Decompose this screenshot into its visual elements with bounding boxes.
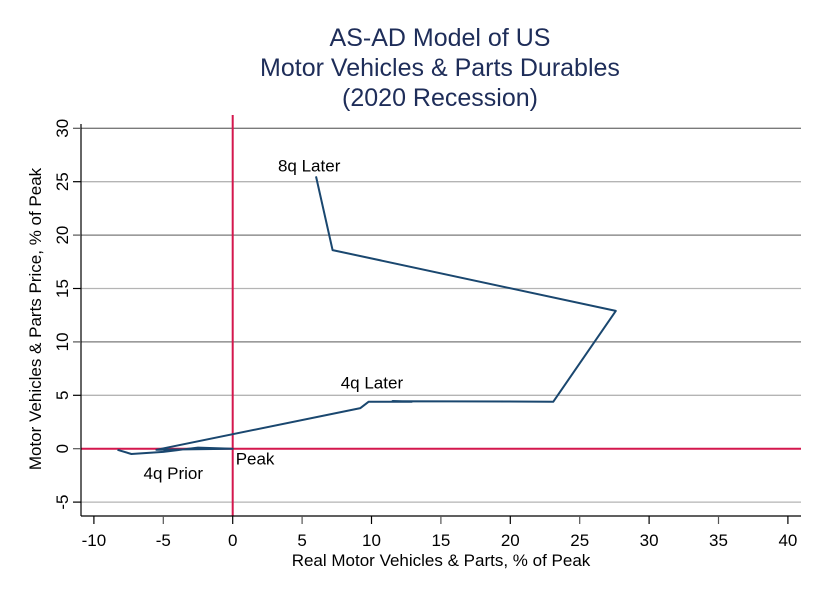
y-tick-label: 25 xyxy=(53,172,72,191)
y-tick-label: 5 xyxy=(53,391,72,400)
x-axis-title: Real Motor Vehicles & Parts, % of Peak xyxy=(292,551,591,570)
y-ticks: -5 0 5 10 15 20 25 30 xyxy=(53,119,81,510)
reference-lines xyxy=(81,115,801,516)
axes xyxy=(80,124,801,517)
y-axis-title: Motor Vehicles & Parts Price, % of Peak xyxy=(26,167,45,470)
x-tick-label: -5 xyxy=(156,531,171,550)
x-tick-label: 35 xyxy=(709,531,728,550)
x-tick-label: 25 xyxy=(570,531,589,550)
x-tick-label: 0 xyxy=(228,531,237,550)
title-line-2: Motor Vehicles & Parts Durables xyxy=(260,54,620,82)
annotations: 8q Later 4q Later Peak 4q Prior xyxy=(143,156,403,482)
gridlines xyxy=(81,127,801,503)
annotation-label: 4q Prior xyxy=(143,464,203,483)
y-tick-label: 20 xyxy=(53,226,72,245)
x-tick-label: 30 xyxy=(640,531,659,550)
x-tick-label: 10 xyxy=(362,531,381,550)
chart-title: AS-AD Model of US Motor Vehicles & Parts… xyxy=(260,24,620,112)
series-line xyxy=(117,176,617,455)
x-tick-label: 15 xyxy=(431,531,450,550)
title-line-1: AS-AD Model of US xyxy=(330,24,551,52)
x-ticks: -10 -5 0 5 10 15 20 25 30 35 40 xyxy=(82,516,797,550)
y-tick-label: 0 xyxy=(53,444,72,453)
y-tick-label: 15 xyxy=(53,279,72,298)
x-tick-label: 40 xyxy=(778,531,797,550)
y-tick-label: -5 xyxy=(53,495,72,510)
annotation-label: Peak xyxy=(236,450,275,469)
x-tick-label: -10 xyxy=(82,531,107,550)
x-tick-label: 5 xyxy=(297,531,306,550)
annotation-label: 8q Later xyxy=(278,156,341,175)
series-layer xyxy=(117,176,617,455)
annotation-label: 4q Later xyxy=(341,374,404,393)
y-tick-label: 30 xyxy=(53,119,72,138)
title-line-3: (2020 Recession) xyxy=(342,84,538,112)
y-tick-label: 10 xyxy=(53,332,72,351)
x-tick-label: 20 xyxy=(501,531,520,550)
